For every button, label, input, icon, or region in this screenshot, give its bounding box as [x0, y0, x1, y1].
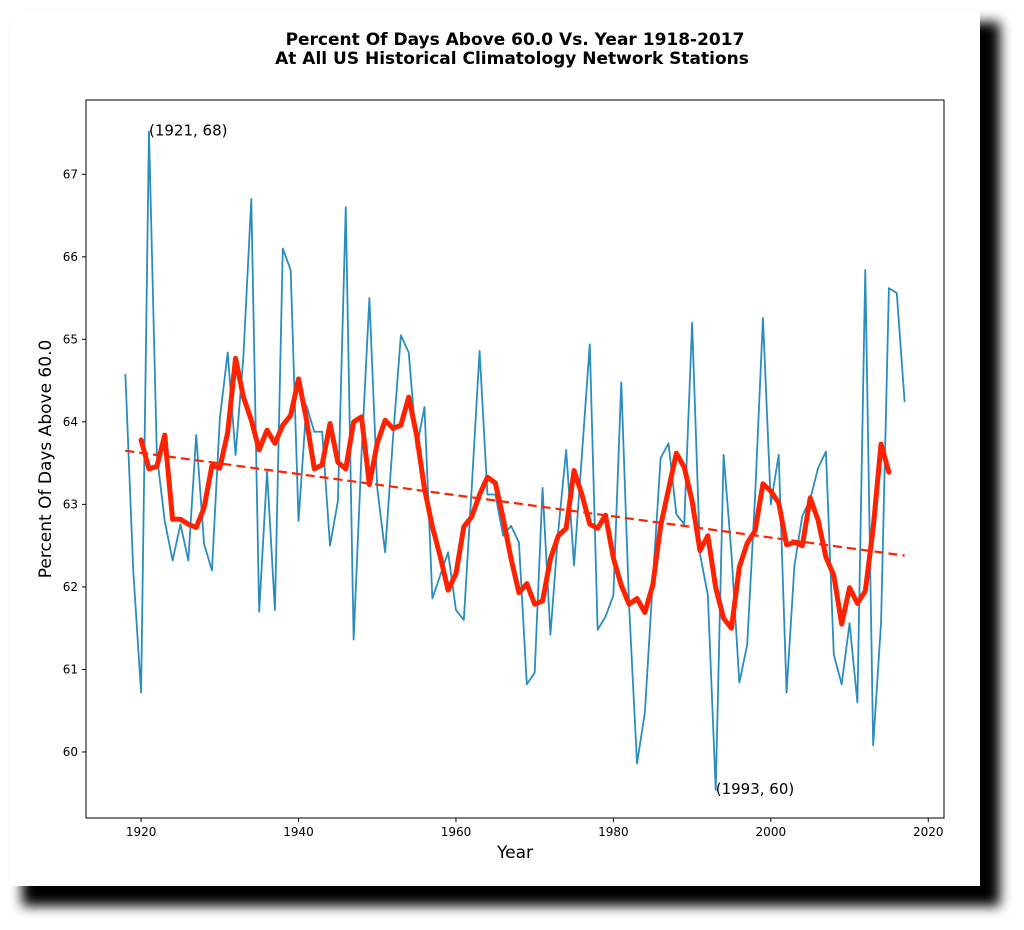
- figure-card: [10, 10, 980, 886]
- y-tick-label: 63: [63, 497, 78, 511]
- x-tick-label: 2000: [756, 825, 787, 839]
- annotation-label: (1921, 68): [149, 121, 228, 139]
- x-tick-label: 1980: [598, 825, 629, 839]
- x-axis: 1920 1940 1960 1980 2000 2020: [126, 818, 944, 839]
- y-tick-label: 66: [63, 250, 78, 264]
- x-tick-label: 1920: [126, 825, 157, 839]
- chart-title-line2: At All US Historical Climatology Network…: [275, 49, 749, 69]
- y-tick-label: 60: [63, 745, 78, 759]
- y-tick-label: 64: [63, 415, 78, 429]
- x-tick-label: 1960: [441, 825, 472, 839]
- y-axis: 60 61 62 63 64 65 66 67: [63, 167, 86, 759]
- x-tick-label: 2020: [913, 825, 944, 839]
- y-tick-label: 67: [63, 167, 78, 181]
- annual-series-line: [124, 130, 906, 791]
- x-axis-label: Year: [496, 843, 533, 863]
- annotations: (1921, 68) (1993, 60): [149, 121, 794, 798]
- y-axis-label: Percent Of Days Above 60.0: [36, 340, 56, 579]
- chart-title-line1: Percent Of Days Above 60.0 Vs. Year 1918…: [286, 30, 745, 50]
- data-lines: [124, 130, 906, 791]
- annotation-label: (1993, 60): [716, 780, 795, 798]
- smoothed-series-line: [138, 355, 892, 631]
- plot-area: [85, 99, 945, 819]
- y-tick-label: 65: [63, 332, 78, 346]
- y-tick-label: 61: [63, 662, 78, 676]
- x-tick-label: 1940: [283, 825, 314, 839]
- trend-line: [125, 449, 905, 557]
- y-tick-label: 62: [63, 580, 78, 594]
